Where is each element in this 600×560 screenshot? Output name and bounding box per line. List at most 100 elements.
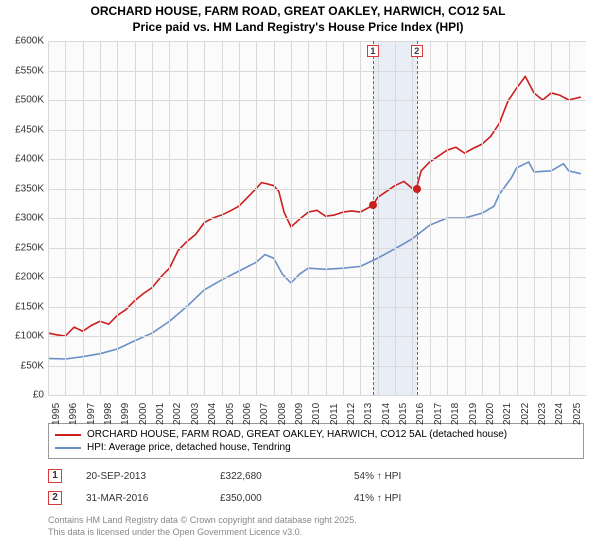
gridline-v bbox=[169, 41, 170, 395]
footer-line-2: This data is licensed under the Open Gov… bbox=[48, 527, 592, 539]
x-axis-label: 2025 bbox=[572, 403, 583, 425]
chart-title: ORCHARD HOUSE, FARM ROAD, GREAT OAKLEY, … bbox=[4, 4, 592, 35]
series-line-blue bbox=[48, 162, 581, 359]
footer: Contains HM Land Registry data © Crown c… bbox=[48, 515, 592, 538]
x-axis-label: 2014 bbox=[381, 403, 392, 425]
x-axis-label: 2011 bbox=[329, 404, 340, 426]
gridline-v bbox=[482, 41, 483, 395]
x-axis-label: 2020 bbox=[485, 403, 496, 425]
gridline-v bbox=[465, 41, 466, 395]
event-line bbox=[373, 41, 374, 395]
note-row: 2 31-MAR-2016 £350,000 41% ↑ HPI bbox=[48, 487, 584, 509]
gridline-v bbox=[308, 41, 309, 395]
x-axis-label: 1998 bbox=[103, 403, 114, 425]
x-axis-label: 2003 bbox=[190, 403, 201, 425]
gridline-v bbox=[222, 41, 223, 395]
gridline-v bbox=[48, 41, 49, 395]
gridline-v bbox=[100, 41, 101, 395]
note-badge: 1 bbox=[48, 469, 62, 483]
gridline-h bbox=[48, 71, 586, 72]
gridline-v bbox=[117, 41, 118, 395]
gridline-v bbox=[326, 41, 327, 395]
y-axis-label: £150K bbox=[4, 301, 44, 312]
gridline-v bbox=[412, 41, 413, 395]
y-axis-label: £400K bbox=[4, 154, 44, 165]
gridline-h bbox=[48, 248, 586, 249]
gridline-v bbox=[395, 41, 396, 395]
gridline-v bbox=[152, 41, 153, 395]
y-axis-label: £500K bbox=[4, 95, 44, 106]
x-axis-label: 2007 bbox=[259, 403, 270, 425]
x-axis-label: 2024 bbox=[554, 403, 565, 425]
x-axis-label: 2001 bbox=[155, 403, 166, 425]
gridline-h bbox=[48, 159, 586, 160]
note-pct: 54% ↑ HPI bbox=[354, 471, 464, 482]
x-axis-label: 2008 bbox=[277, 403, 288, 425]
x-axis-label: 2004 bbox=[207, 403, 218, 425]
note-price: £350,000 bbox=[220, 493, 330, 504]
gridline-h bbox=[48, 100, 586, 101]
title-line-2: Price paid vs. HM Land Registry's House … bbox=[4, 20, 592, 36]
gridline-v bbox=[360, 41, 361, 395]
gridline-v bbox=[343, 41, 344, 395]
gridline-v bbox=[534, 41, 535, 395]
gridline-v bbox=[239, 41, 240, 395]
legend-label: ORCHARD HOUSE, FARM ROAD, GREAT OAKLEY, … bbox=[87, 429, 507, 440]
x-axis-label: 1996 bbox=[68, 403, 79, 425]
footer-line-1: Contains HM Land Registry data © Crown c… bbox=[48, 515, 592, 527]
gridline-v bbox=[447, 41, 448, 395]
x-axis-label: 1999 bbox=[120, 403, 131, 425]
note-badge: 2 bbox=[48, 491, 62, 505]
gridline-v bbox=[135, 41, 136, 395]
gridline-h bbox=[48, 218, 586, 219]
event-line bbox=[417, 41, 418, 395]
gridline-h bbox=[48, 130, 586, 131]
x-axis-label: 2017 bbox=[433, 403, 444, 425]
x-axis-label: 2002 bbox=[172, 403, 183, 425]
x-axis-label: 2016 bbox=[415, 403, 426, 425]
event-marker: 1 bbox=[367, 45, 379, 57]
gridline-v bbox=[517, 41, 518, 395]
x-axis-label: 2022 bbox=[520, 403, 531, 425]
legend-item: HPI: Average price, detached house, Tend… bbox=[55, 441, 577, 454]
chart-container: ORCHARD HOUSE, FARM ROAD, GREAT OAKLEY, … bbox=[0, 0, 600, 560]
x-axis-label: 2000 bbox=[138, 403, 149, 425]
gridline-v bbox=[291, 41, 292, 395]
gridline-v bbox=[499, 41, 500, 395]
x-axis-label: 2023 bbox=[537, 403, 548, 425]
y-axis-label: £350K bbox=[4, 183, 44, 194]
x-axis-label: 1995 bbox=[51, 403, 62, 425]
gridline-v bbox=[256, 41, 257, 395]
y-axis-label: £0 bbox=[4, 390, 44, 401]
gridline-v bbox=[274, 41, 275, 395]
x-axis-label: 2015 bbox=[398, 403, 409, 425]
series-line-red bbox=[48, 77, 581, 337]
y-axis-label: £300K bbox=[4, 213, 44, 224]
gridline-v bbox=[83, 41, 84, 395]
note-price: £322,680 bbox=[220, 471, 330, 482]
title-line-1: ORCHARD HOUSE, FARM ROAD, GREAT OAKLEY, … bbox=[4, 4, 592, 20]
x-axis-label: 2005 bbox=[225, 403, 236, 425]
event-notes: 1 20-SEP-2013 £322,680 54% ↑ HPI 2 31-MA… bbox=[48, 465, 584, 509]
gridline-h bbox=[48, 336, 586, 337]
y-axis-label: £250K bbox=[4, 242, 44, 253]
gridline-v bbox=[378, 41, 379, 395]
legend: ORCHARD HOUSE, FARM ROAD, GREAT OAKLEY, … bbox=[48, 423, 584, 459]
event-marker: 2 bbox=[411, 45, 423, 57]
x-axis-label: 2006 bbox=[242, 403, 253, 425]
note-pct: 41% ↑ HPI bbox=[354, 493, 464, 504]
y-axis-label: £600K bbox=[4, 36, 44, 47]
gridline-h bbox=[48, 366, 586, 367]
legend-swatch bbox=[55, 447, 81, 449]
chart-area: 12 £0£50K£100K£150K£200K£250K£300K£350K£… bbox=[4, 41, 592, 417]
legend-swatch bbox=[55, 434, 81, 436]
y-axis-label: £50K bbox=[4, 360, 44, 371]
gridline-v bbox=[430, 41, 431, 395]
gridline-h bbox=[48, 395, 586, 396]
gridline-v bbox=[569, 41, 570, 395]
note-date: 31-MAR-2016 bbox=[86, 493, 196, 504]
note-date: 20-SEP-2013 bbox=[86, 471, 196, 482]
gridline-h bbox=[48, 277, 586, 278]
legend-label: HPI: Average price, detached house, Tend… bbox=[87, 442, 291, 453]
x-axis-label: 1997 bbox=[86, 403, 97, 425]
